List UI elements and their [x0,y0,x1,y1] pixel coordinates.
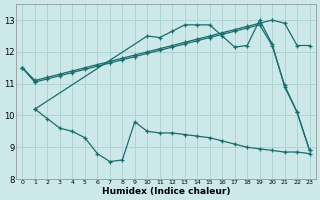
X-axis label: Humidex (Indice chaleur): Humidex (Indice chaleur) [102,187,230,196]
